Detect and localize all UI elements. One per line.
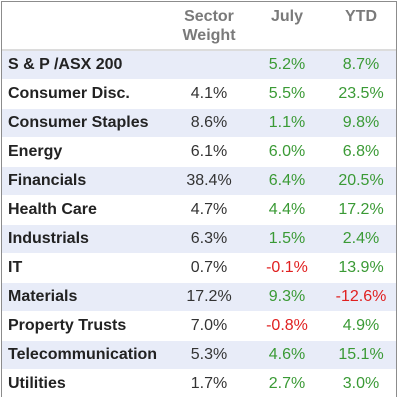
july-return-cell: 4.4% <box>248 195 326 225</box>
sector-name-cell: Telecommunication <box>2 340 170 370</box>
sector-weight-cell: 0.7% <box>170 253 248 283</box>
july-return-cell: 4.6% <box>248 340 326 370</box>
table-row: Industrials 6.3% 1.5% 2.4% <box>2 224 396 254</box>
sector-name-cell: Financials <box>2 166 170 196</box>
sector-weight-cell: 6.3% <box>170 224 248 254</box>
table-row: Consumer Staples 8.6% 1.1% 9.8% <box>2 108 396 138</box>
sector-name-cell: Health Care <box>2 195 170 225</box>
ytd-return-cell: 20.5% <box>326 166 396 196</box>
ytd-return-cell: -12.6% <box>326 282 396 312</box>
sector-name-cell: Industrials <box>2 224 170 254</box>
sector-weight-cell: 6.1% <box>170 137 248 167</box>
sector-name-cell: Energy <box>2 137 170 167</box>
july-return-cell: 9.3% <box>248 282 326 312</box>
july-return-cell: -0.8% <box>248 311 326 341</box>
july-return-cell: 2.7% <box>248 369 326 399</box>
sector-weight-cell: 5.3% <box>170 340 248 370</box>
ytd-return-cell: 3.0% <box>326 369 396 399</box>
ytd-return-cell: 17.2% <box>326 195 396 225</box>
sector-weight-cell: 7.0% <box>170 311 248 341</box>
sector-weight-cell <box>170 50 248 80</box>
july-return-cell: 5.5% <box>248 79 326 109</box>
table-row: Materials 17.2% 9.3% -12.6% <box>2 282 396 312</box>
table-row: Consumer Disc. 4.1% 5.5% 23.5% <box>2 79 396 109</box>
ytd-return-cell: 13.9% <box>326 253 396 283</box>
table-row: Property Trusts 7.0% -0.8% 4.9% <box>2 311 396 341</box>
sector-weight-cell: 4.7% <box>170 195 248 225</box>
july-return-cell: 5.2% <box>248 50 326 80</box>
header-sector-weight-line1: Sector <box>184 8 234 25</box>
sector-name-cell: Materials <box>2 282 170 312</box>
table-row: Financials 38.4% 6.4% 20.5% <box>2 166 396 196</box>
sector-name-cell: Consumer Staples <box>2 108 170 138</box>
sector-weight-cell: 8.6% <box>170 108 248 138</box>
table-row: S & P /ASX 200 5.2% 8.7% <box>2 50 396 80</box>
sector-weight-cell: 17.2% <box>170 282 248 312</box>
july-return-cell: 6.0% <box>248 137 326 167</box>
sector-name-cell: IT <box>2 253 170 283</box>
ytd-return-cell: 4.9% <box>326 311 396 341</box>
ytd-return-cell: 8.7% <box>326 50 396 80</box>
sector-name-cell: S & P /ASX 200 <box>2 50 170 80</box>
ytd-return-cell: 15.1% <box>326 340 396 370</box>
july-return-cell: -0.1% <box>248 253 326 283</box>
sector-name-cell: Property Trusts <box>2 311 170 341</box>
july-return-cell: 1.1% <box>248 108 326 138</box>
header-sector-weight-line2: Weight <box>182 27 236 44</box>
header-sector-weight: Sector Weight <box>170 2 248 51</box>
sector-weight-cell: 38.4% <box>170 166 248 196</box>
header-sector-blank <box>2 2 170 51</box>
table-row: Energy 6.1% 6.0% 6.8% <box>2 137 396 167</box>
july-return-cell: 6.4% <box>248 166 326 196</box>
sector-name-cell: Utilities <box>2 369 170 399</box>
sector-name-cell: Consumer Disc. <box>2 79 170 109</box>
header-july: July <box>248 2 326 51</box>
ytd-return-cell: 2.4% <box>326 224 396 254</box>
table-header: Sector Weight July YTD <box>2 2 396 51</box>
sector-weight-cell: 1.7% <box>170 369 248 399</box>
table-row: Telecommunication 5.3% 4.6% 15.1% <box>2 340 396 370</box>
table-row: Health Care 4.7% 4.4% 17.2% <box>2 195 396 225</box>
sector-weight-cell: 4.1% <box>170 79 248 109</box>
table-row: IT 0.7% -0.1% 13.9% <box>2 253 396 283</box>
july-return-cell: 1.5% <box>248 224 326 254</box>
sector-returns-table: Sector Weight July YTD S & P /ASX 200 5.2… <box>2 2 396 399</box>
header-ytd: YTD <box>326 2 396 51</box>
header-row: Sector Weight July YTD <box>2 2 396 51</box>
ytd-return-cell: 9.8% <box>326 108 396 138</box>
ytd-return-cell: 23.5% <box>326 79 396 109</box>
table-row: Utilities 1.7% 2.7% 3.0% <box>2 369 396 399</box>
table-body: S & P /ASX 200 5.2% 8.7% Consumer Disc. 4.1%… <box>2 50 396 399</box>
ytd-return-cell: 6.8% <box>326 137 396 167</box>
